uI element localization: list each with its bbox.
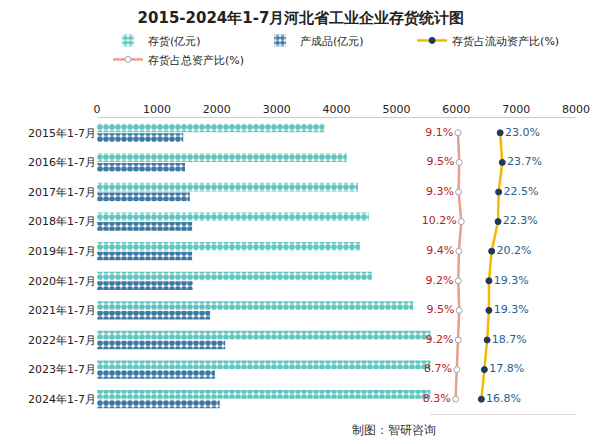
svg-text:23.0%: 23.0% bbox=[505, 126, 540, 139]
svg-text:2019年1-7月: 2019年1-7月 bbox=[28, 245, 96, 258]
svg-text:存货占总资产比(%): 存货占总资产比(%) bbox=[148, 54, 244, 67]
svg-text:3000: 3000 bbox=[263, 103, 291, 116]
svg-text:0: 0 bbox=[94, 103, 101, 116]
svg-text:19.3%: 19.3% bbox=[494, 274, 529, 287]
svg-text:2015年1-7月: 2015年1-7月 bbox=[28, 127, 96, 140]
svg-text:2021年1-7月: 2021年1-7月 bbox=[28, 304, 96, 317]
svg-text:2017年1-7月: 2017年1-7月 bbox=[28, 186, 96, 199]
svg-text:2020年1-7月: 2020年1-7月 bbox=[28, 275, 96, 288]
svg-text:2000: 2000 bbox=[203, 103, 231, 116]
svg-text:8000: 8000 bbox=[562, 103, 590, 116]
svg-text:2022年1-7月: 2022年1-7月 bbox=[28, 334, 96, 347]
svg-text:产成品(亿元): 产成品(亿元) bbox=[300, 35, 364, 48]
svg-text:1000: 1000 bbox=[143, 103, 171, 116]
svg-text:6000: 6000 bbox=[442, 103, 470, 116]
svg-text:存货(亿元): 存货(亿元) bbox=[148, 35, 201, 48]
svg-text:19.3%: 19.3% bbox=[494, 303, 529, 316]
svg-text:9.3%: 9.3% bbox=[426, 185, 454, 198]
svg-text:9.2%: 9.2% bbox=[426, 274, 454, 287]
svg-text:23.7%: 23.7% bbox=[507, 155, 542, 168]
svg-text:17.8%: 17.8% bbox=[489, 362, 524, 375]
svg-text:9.2%: 9.2% bbox=[426, 333, 454, 346]
svg-text:5000: 5000 bbox=[382, 103, 410, 116]
svg-text:存货占流动资产比(%): 存货占流动资产比(%) bbox=[452, 35, 559, 48]
svg-text:2015-2024年1-7月河北省工业企业存货统计图: 2015-2024年1-7月河北省工业企业存货统计图 bbox=[138, 9, 465, 27]
svg-text:18.7%: 18.7% bbox=[492, 333, 527, 346]
svg-text:2024年1-7月: 2024年1-7月 bbox=[28, 393, 96, 406]
svg-text:制图：智研咨询: 制图：智研咨询 bbox=[352, 423, 436, 437]
svg-text:16.8%: 16.8% bbox=[486, 392, 521, 405]
svg-text:4000: 4000 bbox=[323, 103, 351, 116]
svg-text:9.5%: 9.5% bbox=[427, 155, 455, 168]
svg-text:2016年1-7月: 2016年1-7月 bbox=[28, 156, 96, 169]
svg-text:20.2%: 20.2% bbox=[496, 244, 531, 257]
svg-text:10.2%: 10.2% bbox=[422, 214, 457, 227]
svg-text:9.1%: 9.1% bbox=[425, 126, 453, 139]
svg-text:7000: 7000 bbox=[502, 103, 530, 116]
svg-text:8.3%: 8.3% bbox=[423, 392, 451, 405]
svg-text:2023年1-7月: 2023年1-7月 bbox=[28, 363, 96, 376]
svg-text:22.5%: 22.5% bbox=[503, 185, 538, 198]
svg-text:9.5%: 9.5% bbox=[427, 303, 455, 316]
svg-text:22.3%: 22.3% bbox=[503, 214, 538, 227]
svg-text:9.4%: 9.4% bbox=[426, 244, 454, 257]
svg-text:8.7%: 8.7% bbox=[424, 362, 452, 375]
svg-text:2018年1-7月: 2018年1-7月 bbox=[28, 215, 96, 228]
